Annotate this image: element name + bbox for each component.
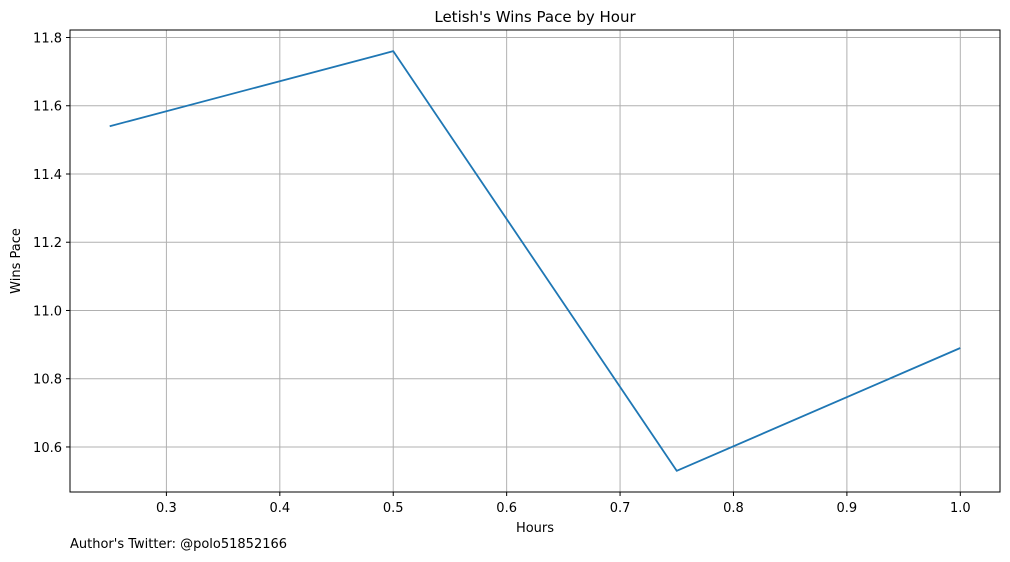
y-tick-label: 10.8 [33,373,62,388]
y-tick-label: 11.8 [33,32,62,47]
x-tick-label: 0.8 [723,501,744,516]
plot-frame [69,29,1001,493]
grid-lines [70,30,1000,492]
x-tick-label: 1.0 [950,501,971,516]
x-tick-label: 0.3 [156,501,177,516]
x-tick-label: 0.6 [496,501,517,516]
series-layer [109,50,961,472]
y-tick-label: 11.2 [33,236,62,251]
y-tick-label: 11.6 [33,100,62,115]
y-tick-label: 10.6 [33,441,62,456]
y-tick-label: 11.0 [33,304,62,319]
axis-ticks: 0.3 0.4 0.5 0.6 0.7 0.8 0.9 1.0 10.6 10.8 11.0 11.2… [33,32,971,516]
x-tick-label: 0.9 [837,501,858,516]
x-tick-label: 0.5 [383,501,404,516]
y-axis-label: Wins Pace [9,228,24,294]
series-line [109,50,961,472]
author-credit: Author's Twitter: @polo51852166 [70,537,288,552]
chart-title: Letish's Wins Pace by Hour [434,8,636,26]
x-axis-label: Hours [516,521,554,536]
x-tick-label: 0.7 [610,501,631,516]
y-tick-label: 11.4 [33,168,62,183]
x-tick-label: 0.4 [269,501,290,516]
